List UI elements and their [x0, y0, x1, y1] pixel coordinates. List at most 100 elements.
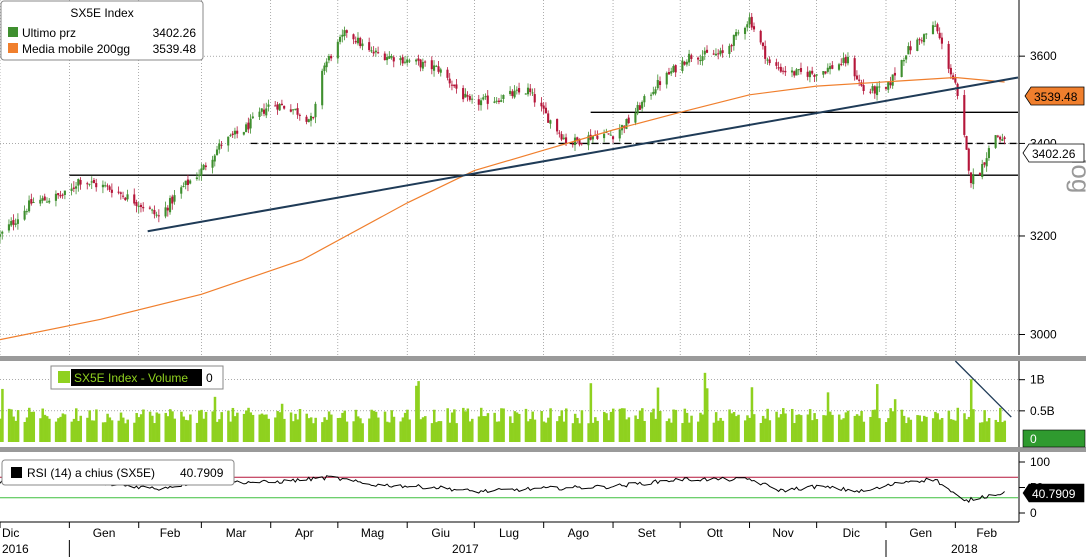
volume-bar — [681, 423, 684, 442]
volume-bar — [918, 415, 922, 442]
volume-bar — [779, 414, 783, 442]
candle-body — [969, 172, 973, 184]
volume-bar — [808, 409, 812, 442]
price-tick-label: 3000 — [1030, 328, 1057, 342]
legend-swatch-moving-average — [8, 43, 18, 53]
candle-body — [30, 199, 33, 204]
volume-bar — [327, 411, 331, 442]
candle-body — [305, 116, 308, 122]
volume-bar — [862, 421, 866, 442]
candle-body — [32, 202, 35, 204]
candle-body — [978, 173, 982, 176]
volume-bar — [690, 415, 693, 442]
volume-bar — [549, 408, 552, 442]
candle-body — [479, 100, 483, 106]
volume-bar — [421, 417, 425, 442]
candle-body — [607, 133, 610, 135]
candle-body — [110, 189, 113, 193]
candle-body — [826, 67, 829, 72]
volume-bar — [92, 420, 96, 442]
candle-body — [705, 49, 709, 53]
volume-bar — [618, 408, 622, 442]
candle-body — [448, 78, 451, 84]
volume-last-tag: 0 — [1022, 429, 1086, 448]
volume-bar — [345, 421, 349, 442]
volume-bar — [670, 422, 673, 442]
volume-bar — [609, 411, 613, 442]
volume-bar — [591, 422, 595, 442]
volume-bar — [900, 409, 904, 442]
volume-bar — [705, 388, 709, 442]
volume-bar — [75, 408, 78, 442]
candle-body — [12, 219, 15, 225]
volume-tick-label: 0.5B — [1030, 404, 1055, 418]
candle-body — [374, 50, 377, 53]
candle-body — [450, 84, 454, 86]
candle-body — [518, 88, 521, 93]
candle-body — [227, 136, 230, 146]
volume-bar — [446, 408, 449, 442]
candle-body — [652, 91, 655, 95]
candle-body — [777, 67, 780, 69]
candle-body — [92, 180, 96, 184]
candle-body — [949, 67, 952, 75]
panel-separator-2 — [0, 447, 1086, 452]
volume-bar — [627, 417, 631, 442]
volume-bar — [949, 419, 953, 442]
volume-bar — [815, 419, 819, 442]
rsi-tick-label: 0 — [1030, 506, 1037, 520]
candle-body — [321, 70, 324, 106]
volume-bar — [79, 415, 83, 442]
candle-body — [401, 57, 404, 64]
candle-body — [931, 25, 935, 35]
candle-body — [560, 134, 563, 140]
volume-bar — [231, 407, 235, 442]
volume-bar — [761, 415, 765, 442]
volume-bar — [515, 412, 519, 442]
candle-body — [432, 65, 436, 71]
candle-body — [956, 83, 959, 96]
volume-bar — [260, 413, 264, 442]
legend-label-last-price: Ultimo prz — [22, 26, 76, 40]
month-label: Set — [638, 526, 657, 540]
volume-bar — [717, 420, 720, 442]
month-label: Nov — [772, 526, 793, 540]
candle-body — [171, 196, 174, 204]
volume-bar — [954, 420, 957, 442]
volume-bar — [296, 419, 300, 442]
volume-bar — [828, 411, 832, 442]
candle-body — [987, 148, 990, 159]
candle-body — [670, 71, 673, 74]
volume-bar — [969, 379, 973, 442]
volume-bar — [267, 418, 270, 442]
volume-bar — [594, 417, 597, 442]
candle-body — [875, 86, 879, 96]
candle-body — [562, 137, 565, 139]
candle-body — [361, 43, 364, 47]
volume-bar — [799, 415, 803, 442]
volume-bar — [603, 411, 606, 442]
volume-bar — [853, 415, 857, 442]
candle-body — [464, 93, 467, 98]
volume-bar — [7, 408, 11, 442]
volume-bar — [1003, 420, 1007, 442]
volume-bar — [938, 419, 942, 442]
volume-downtrend-line — [954, 360, 1012, 418]
volume-bar — [262, 414, 266, 442]
volume-bars — [0, 372, 1007, 442]
volume-trendline — [954, 360, 1012, 418]
volume-bar — [580, 410, 584, 442]
volume-bar — [981, 422, 984, 442]
volume-bar — [875, 384, 879, 442]
volume-bar — [936, 413, 939, 442]
volume-bar — [173, 418, 176, 442]
candle-body — [142, 206, 145, 209]
candle-body — [766, 59, 769, 61]
candle-body — [656, 79, 659, 89]
volume-bar — [752, 414, 756, 442]
volume-bar — [544, 422, 548, 442]
volume-bar — [195, 422, 199, 442]
volume-bar — [258, 414, 261, 442]
volume-bar — [587, 423, 590, 442]
